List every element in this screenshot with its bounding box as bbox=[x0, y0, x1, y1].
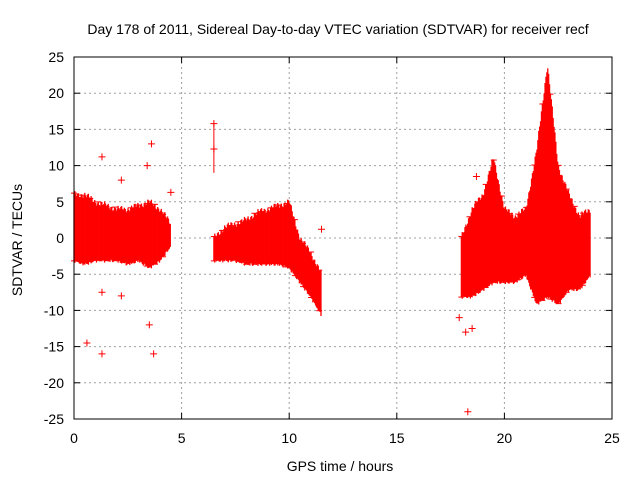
data-point bbox=[147, 140, 155, 148]
data-point bbox=[117, 292, 125, 300]
data-point bbox=[472, 172, 480, 180]
x-tick-label: 20 bbox=[497, 430, 513, 446]
data-point bbox=[98, 288, 106, 296]
plot-frame bbox=[73, 56, 613, 420]
y-tick-label: -10 bbox=[44, 302, 64, 318]
y-tick-label: 25 bbox=[48, 49, 64, 65]
data-point bbox=[464, 408, 472, 416]
data-point bbox=[468, 325, 476, 332]
data-point bbox=[167, 188, 175, 196]
data-band-evening-band bbox=[458, 68, 591, 305]
y-tick-label: -15 bbox=[44, 339, 64, 355]
data-point bbox=[455, 314, 463, 322]
data-point bbox=[143, 162, 151, 170]
x-tick-label: 15 bbox=[389, 430, 405, 446]
data-point bbox=[145, 321, 153, 329]
data-point bbox=[317, 225, 325, 233]
y-axis-label: SDTVAR / TECUs bbox=[9, 184, 25, 296]
plot-area bbox=[71, 68, 591, 416]
x-tick-label: 25 bbox=[604, 430, 620, 446]
y-tick-label: -25 bbox=[44, 411, 64, 427]
y-tick-label: 10 bbox=[48, 158, 64, 174]
data-band-midday-band bbox=[210, 199, 323, 316]
x-tick-label: 0 bbox=[70, 430, 78, 446]
x-tick-label: 10 bbox=[281, 430, 297, 446]
chart-title: Day 178 of 2011, Sidereal Day-to-day VTE… bbox=[87, 21, 588, 37]
data-point bbox=[98, 153, 106, 161]
y-tick-label: 15 bbox=[48, 121, 64, 137]
x-axis-label: GPS time / hours bbox=[287, 458, 394, 474]
y-tick-label: 20 bbox=[48, 85, 64, 101]
y-tick-label: 5 bbox=[56, 194, 64, 210]
outlier-points bbox=[83, 120, 480, 416]
x-tick-label: 5 bbox=[178, 430, 186, 446]
y-tick-label: -20 bbox=[44, 375, 64, 391]
data-point bbox=[150, 350, 158, 358]
y-tick-label: -5 bbox=[52, 266, 65, 282]
data-point bbox=[98, 350, 106, 358]
tick-labels: 0 5 10 15 20 25 -25 -20 -15 -10 -5 0 5 10 15 20 25 bbox=[44, 49, 620, 446]
data-band-early-band bbox=[71, 191, 171, 269]
data-point bbox=[83, 339, 91, 347]
y-tick-label: 0 bbox=[56, 230, 64, 246]
data-point bbox=[117, 176, 125, 184]
data-point bbox=[462, 328, 470, 336]
